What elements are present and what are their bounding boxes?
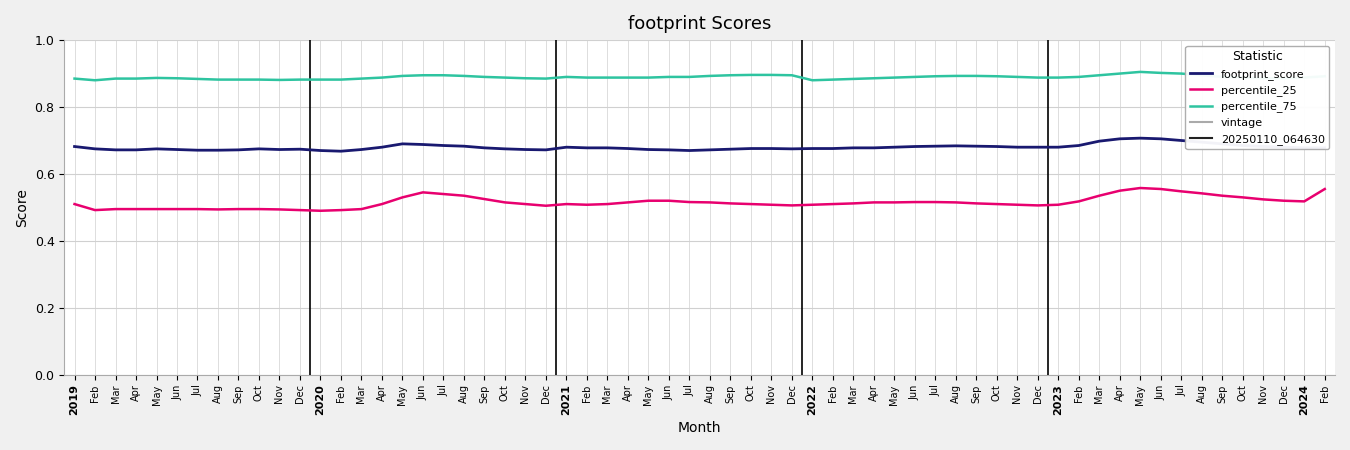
footprint_score [845,145,861,151]
footprint_score [414,142,431,147]
percentile_75 [845,76,861,81]
percentile_25 [1193,191,1210,196]
footprint_score [333,148,350,154]
Line: footprint_score: footprint_score [74,138,1324,151]
percentile_75 [1133,69,1149,75]
Y-axis label: Score: Score [15,188,28,227]
footprint_score [1133,135,1149,141]
percentile_75 [333,77,350,82]
percentile_75 [189,76,205,81]
footprint_score [1193,140,1210,145]
percentile_75 [414,72,431,78]
percentile_25 [333,207,350,213]
percentile_25 [845,201,861,206]
Line: percentile_75: percentile_75 [74,72,1324,80]
percentile_75 [702,73,718,79]
percentile_75 [86,77,103,83]
percentile_25 [169,207,185,212]
percentile_75 [1316,73,1332,79]
footprint_score [702,147,718,153]
footprint_score [1316,145,1332,151]
percentile_25 [312,208,328,213]
footprint_score [66,144,82,149]
percentile_25 [66,201,82,207]
X-axis label: Month: Month [678,421,721,435]
percentile_25 [702,200,718,205]
percentile_25 [414,189,431,195]
percentile_75 [1193,72,1210,78]
percentile_25 [1133,185,1149,191]
footprint_score [169,147,185,152]
Line: percentile_25: percentile_25 [74,188,1324,211]
Legend: footprint_score, percentile_25, percentile_75, vintage, 20250110_064630: footprint_score, percentile_25, percenti… [1185,45,1330,149]
percentile_25 [1316,186,1332,192]
footprint_score [312,148,328,153]
percentile_75 [66,76,82,81]
Title: footprint Scores: footprint Scores [628,15,771,33]
